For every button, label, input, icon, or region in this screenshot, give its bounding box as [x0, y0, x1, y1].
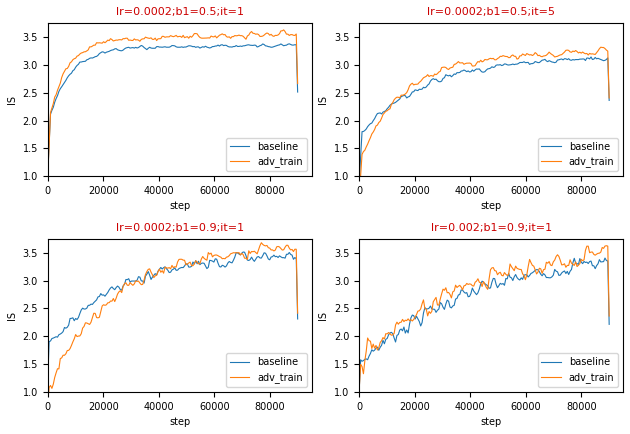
adv_train	[287, 247, 294, 253]
baseline	[294, 316, 301, 322]
adv_train	[597, 45, 605, 50]
baseline	[285, 41, 293, 46]
baseline	[44, 377, 52, 382]
adv_train	[139, 282, 146, 287]
adv_train	[294, 81, 301, 86]
Line: adv_train: adv_train	[48, 30, 297, 175]
adv_train	[385, 330, 392, 335]
baseline	[355, 178, 363, 184]
adv_train	[605, 95, 613, 101]
baseline	[48, 108, 55, 113]
baseline	[597, 260, 605, 265]
baseline	[73, 63, 81, 68]
baseline	[355, 386, 363, 391]
adv_train	[597, 250, 605, 255]
baseline	[601, 256, 609, 261]
baseline	[605, 322, 613, 327]
baseline	[96, 51, 103, 56]
adv_train	[605, 313, 613, 319]
X-axis label: step: step	[481, 417, 501, 427]
baseline	[294, 89, 301, 95]
baseline	[605, 98, 613, 103]
Y-axis label: IS: IS	[319, 311, 328, 320]
baseline	[360, 358, 367, 363]
adv_train	[267, 247, 275, 253]
adv_train	[360, 149, 367, 154]
adv_train	[139, 36, 146, 42]
adv_train	[603, 243, 610, 248]
Line: adv_train: adv_train	[359, 246, 609, 388]
adv_train	[578, 257, 585, 262]
Y-axis label: IS: IS	[7, 95, 17, 104]
baseline	[267, 254, 275, 260]
adv_train	[96, 315, 103, 320]
baseline	[450, 303, 458, 308]
baseline	[385, 332, 392, 338]
baseline	[578, 56, 585, 62]
Title: lr=0.002;b1=0.9;it=1: lr=0.002;b1=0.9;it=1	[430, 223, 552, 233]
baseline	[407, 315, 415, 320]
adv_train	[598, 45, 606, 50]
adv_train	[48, 105, 55, 111]
X-axis label: step: step	[481, 201, 501, 211]
X-axis label: step: step	[169, 417, 190, 427]
Line: baseline: baseline	[48, 44, 297, 174]
Legend: baseline, adv_train: baseline, adv_train	[537, 138, 618, 171]
baseline	[587, 54, 595, 59]
adv_train	[407, 317, 415, 322]
Line: baseline: baseline	[359, 57, 609, 181]
baseline	[287, 252, 294, 257]
adv_train	[385, 107, 392, 112]
adv_train	[450, 62, 458, 67]
baseline	[48, 336, 55, 341]
baseline	[139, 43, 146, 49]
Y-axis label: IS: IS	[7, 311, 17, 320]
baseline	[239, 250, 247, 255]
adv_train	[258, 240, 265, 245]
baseline	[266, 44, 273, 49]
adv_train	[355, 192, 363, 197]
adv_train	[73, 334, 81, 339]
Legend: baseline, adv_train: baseline, adv_train	[226, 353, 307, 387]
X-axis label: step: step	[169, 201, 190, 211]
adv_train	[73, 53, 81, 59]
Y-axis label: IS: IS	[319, 95, 328, 104]
adv_train	[44, 172, 52, 178]
adv_train	[450, 288, 458, 293]
baseline	[450, 71, 458, 76]
baseline	[385, 105, 392, 110]
adv_train	[48, 386, 55, 391]
adv_train	[44, 406, 52, 411]
adv_train	[287, 32, 294, 37]
baseline	[407, 92, 415, 97]
baseline	[73, 317, 81, 322]
Title: lr=0.0002;b1=0.5;it=5: lr=0.0002;b1=0.5;it=5	[427, 7, 555, 17]
Legend: baseline, adv_train: baseline, adv_train	[226, 138, 307, 171]
baseline	[96, 294, 103, 299]
adv_train	[294, 311, 301, 316]
Line: baseline: baseline	[359, 258, 609, 388]
baseline	[360, 129, 367, 134]
Title: lr=0.0002;b1=0.5;it=1: lr=0.0002;b1=0.5;it=1	[116, 7, 244, 17]
Line: baseline: baseline	[48, 252, 297, 380]
adv_train	[407, 82, 415, 87]
adv_train	[578, 50, 585, 56]
adv_train	[360, 371, 367, 376]
Line: adv_train: adv_train	[48, 243, 297, 408]
baseline	[139, 278, 146, 283]
adv_train	[355, 385, 363, 391]
baseline	[287, 42, 294, 47]
Line: adv_train: adv_train	[359, 47, 609, 194]
baseline	[44, 172, 52, 177]
Legend: baseline, adv_train: baseline, adv_train	[537, 353, 618, 387]
adv_train	[280, 27, 287, 33]
adv_train	[96, 40, 103, 46]
baseline	[598, 58, 606, 63]
baseline	[578, 260, 585, 265]
adv_train	[266, 33, 273, 38]
Title: lr=0.0002;b1=0.9;it=1: lr=0.0002;b1=0.9;it=1	[115, 223, 244, 233]
